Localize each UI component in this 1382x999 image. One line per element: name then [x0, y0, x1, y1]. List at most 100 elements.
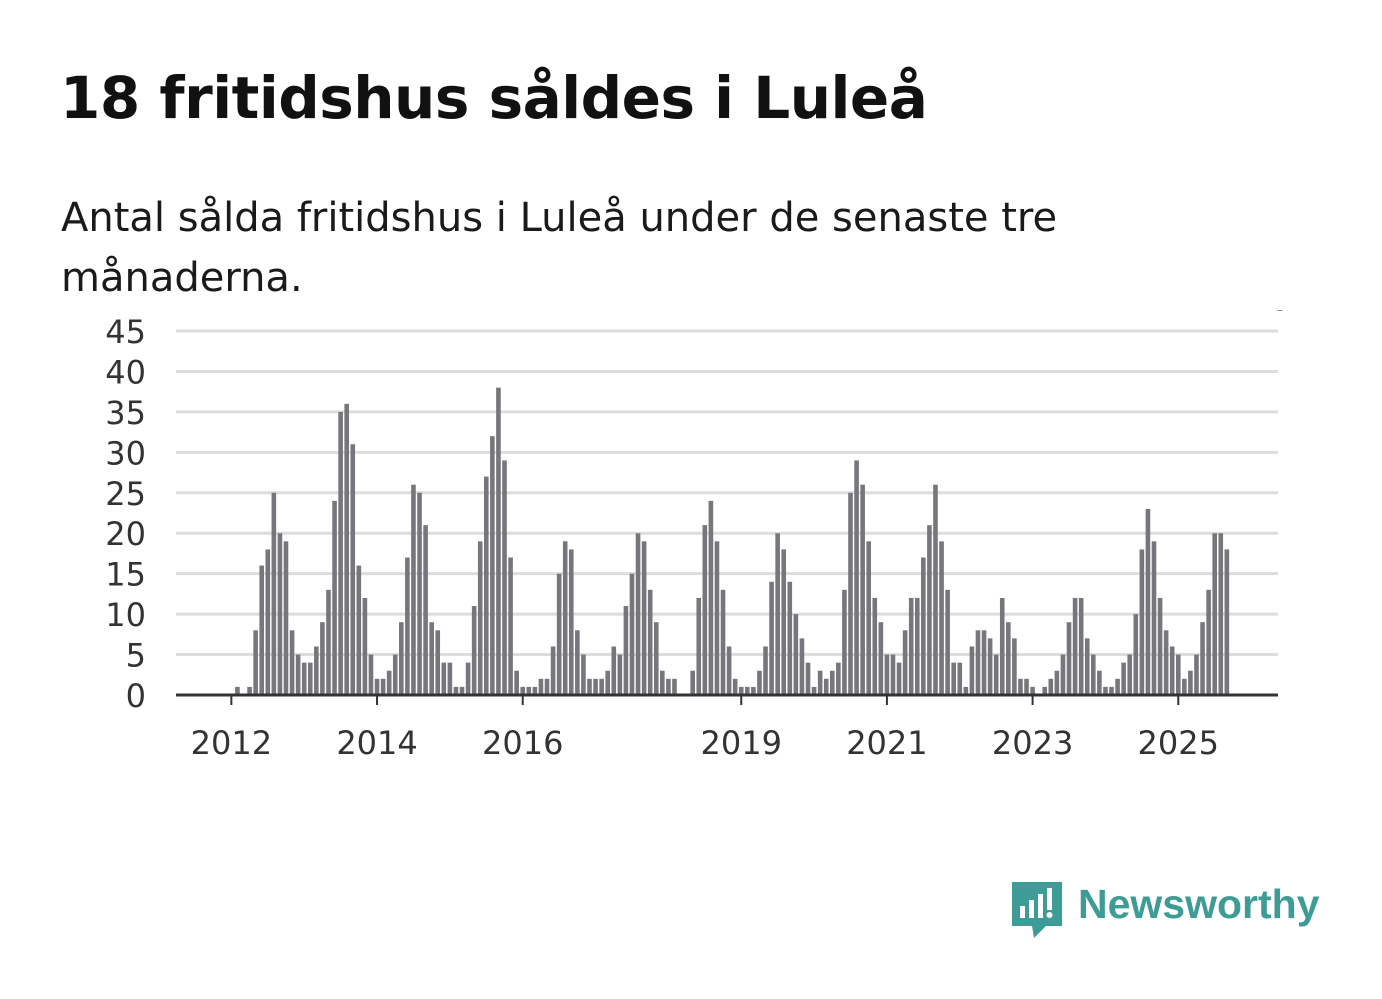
bar: [490, 436, 495, 695]
bar: [320, 622, 325, 695]
bar: [829, 670, 835, 695]
bar: [1218, 533, 1224, 695]
bar: [1188, 670, 1193, 695]
bar: [1024, 678, 1029, 695]
bar: [344, 403, 349, 695]
bar: [617, 654, 623, 695]
bar: [878, 622, 884, 695]
y-tick-label: 40: [105, 353, 146, 391]
bar: [283, 541, 289, 695]
bar: [890, 654, 896, 695]
newsworthy-logo: Newsworthy: [1010, 878, 1330, 942]
bar: [921, 557, 926, 695]
bar: [532, 686, 538, 695]
bar: [1091, 654, 1096, 695]
bar: [647, 589, 653, 695]
bar: [866, 541, 872, 695]
bar: [374, 678, 380, 695]
bar: [957, 662, 963, 695]
bar: [908, 597, 914, 695]
bar: [392, 654, 398, 695]
bar: [1212, 533, 1217, 695]
x-tick-label: 2023: [992, 724, 1073, 762]
bar: [235, 686, 240, 695]
bar: [544, 678, 550, 695]
bar: [708, 500, 714, 695]
bar: [350, 444, 356, 695]
bar: [860, 484, 865, 695]
y-tick-label: 30: [105, 434, 146, 472]
bar: [477, 541, 483, 695]
bar: [550, 646, 556, 695]
bar: [247, 686, 252, 695]
bar: [441, 662, 447, 695]
bar: [1030, 686, 1035, 695]
x-tick-label: 2021: [846, 724, 927, 762]
bar: [1169, 646, 1175, 695]
bar: [259, 565, 265, 695]
bar: [399, 622, 404, 695]
bar: [277, 533, 283, 695]
bar: [356, 565, 362, 695]
bar: [459, 686, 465, 695]
bar: [775, 533, 780, 695]
bar: [1018, 678, 1023, 695]
bar: [1078, 597, 1084, 695]
bar: [1127, 654, 1133, 695]
bar: [751, 686, 756, 695]
bar: [326, 589, 331, 695]
bar: [848, 492, 853, 695]
bar: [538, 678, 544, 695]
bar: [496, 387, 501, 695]
bar: [884, 654, 890, 695]
bar: [817, 670, 823, 695]
y-tick-label: 25: [105, 475, 146, 513]
bar: [362, 597, 368, 695]
y-tick-label: 35: [105, 394, 146, 432]
bar: [660, 670, 665, 695]
bar: [993, 654, 999, 695]
bar: [745, 686, 750, 695]
bar: [587, 678, 592, 695]
bar: [799, 638, 805, 695]
bar: [987, 638, 993, 695]
bar: [1139, 549, 1145, 695]
y-tick-label: 10: [105, 596, 146, 634]
bar: [556, 573, 562, 695]
y-tick-label: 20: [105, 515, 146, 553]
bar: [1054, 670, 1060, 695]
bar: [405, 557, 410, 695]
chart-title: 18 fritidshus såldes i Luleå: [60, 64, 928, 132]
bar: [484, 476, 489, 695]
bar: [696, 597, 702, 695]
bar: [939, 541, 944, 695]
bar: [672, 678, 677, 695]
bar: [1194, 654, 1199, 695]
bar: [945, 589, 950, 695]
bar: [641, 541, 647, 695]
bar: [872, 597, 878, 695]
brand-name: Newsworthy: [1078, 881, 1320, 927]
bar: [969, 646, 975, 695]
bar: [1006, 622, 1011, 695]
bar: [763, 646, 768, 695]
bar: [914, 597, 920, 695]
bar: [417, 492, 422, 695]
bar: [380, 678, 386, 695]
bar: [526, 686, 532, 695]
bar: [842, 589, 847, 695]
bar: [253, 630, 258, 695]
bar: [1115, 678, 1120, 695]
chart-subtitle: Antal sålda fritidshus i Luleå under de …: [61, 195, 1058, 301]
bar: [338, 411, 343, 695]
bar: [581, 654, 586, 695]
x-tick-label: 2016: [482, 724, 563, 762]
bar: [423, 525, 428, 695]
bar: [738, 686, 744, 695]
bar: [623, 606, 629, 695]
data-label: 18: [1249, 310, 1290, 318]
bar: [314, 646, 319, 695]
bar: [720, 589, 726, 695]
bar: [1133, 614, 1139, 695]
annotations: 18: [1247, 310, 1292, 327]
